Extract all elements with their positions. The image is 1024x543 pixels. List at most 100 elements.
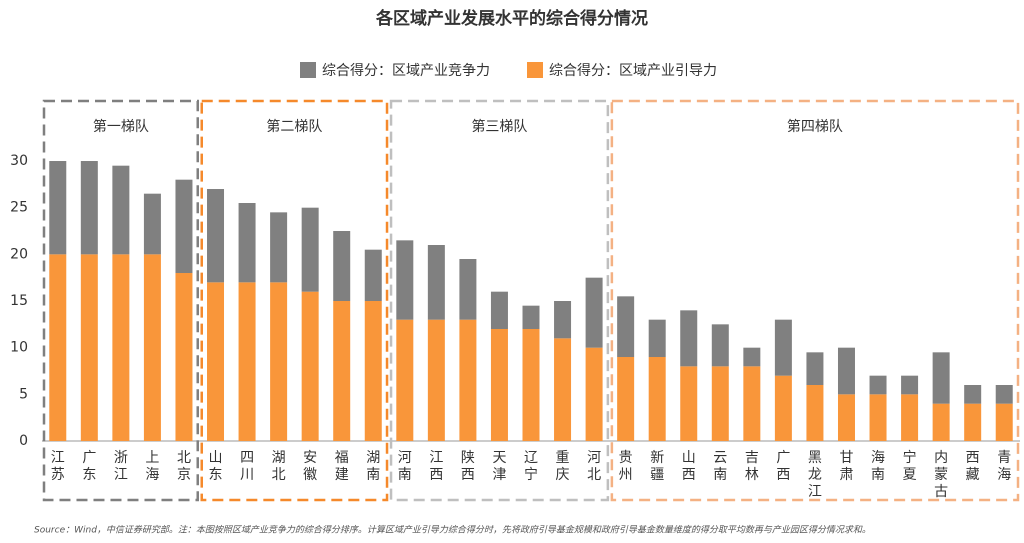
tier-box (200, 99, 389, 502)
bar-segment (80, 254, 98, 441)
bar-segment (617, 357, 635, 441)
bar-segment (175, 273, 193, 441)
x-tick-label: 甘肃 (839, 450, 853, 483)
bar-segment (995, 403, 1013, 441)
x-tick-label: 河南 (398, 450, 412, 483)
y-tick-label: 10 (10, 340, 28, 356)
bar-segment (396, 319, 414, 441)
bar-segment (490, 291, 508, 330)
bar-segment (80, 161, 98, 255)
bar-segment (774, 375, 792, 441)
x-tick-label: 江苏 (51, 450, 65, 483)
bar-segment (270, 282, 288, 441)
bar-segment (112, 165, 130, 255)
bar-segment (617, 296, 635, 358)
x-tick-label: 湖南 (366, 450, 380, 483)
x-tick-label: 湖北 (272, 450, 286, 483)
x-tick-label: 浙江 (114, 450, 128, 483)
bar-segment (112, 254, 130, 441)
bar-segment (995, 385, 1013, 404)
x-tick-label: 重庆 (556, 450, 570, 483)
x-tick-label: 广东 (82, 450, 96, 483)
bar-segment (427, 245, 445, 320)
y-tick-label: 0 (19, 433, 28, 449)
bar-segment (364, 249, 382, 302)
bar-segment (774, 319, 792, 376)
x-tick-label: 广西 (776, 450, 790, 483)
bar-segment (964, 385, 982, 404)
bar-segment (459, 259, 477, 320)
tier-label: 第三梯队 (471, 118, 527, 135)
bar-segment (901, 375, 919, 395)
y-tick-label: 5 (19, 386, 28, 402)
tier-box (42, 99, 199, 502)
bar-segment (238, 203, 256, 283)
legend-label: 综合得分：区域产业引导力 (549, 62, 717, 79)
bar-segment (333, 231, 351, 302)
x-tick-label: 新疆 (650, 450, 664, 483)
bar-segment (585, 277, 603, 348)
x-tick-label: 江西 (429, 450, 443, 483)
bar-segment (743, 366, 761, 441)
x-tick-label: 宁夏 (903, 449, 917, 483)
bar-segment (648, 357, 666, 441)
bar-segment (806, 385, 824, 441)
bar-segment (554, 301, 572, 339)
bar-segment (364, 301, 382, 441)
bar-segment (806, 352, 824, 386)
bar-segment (585, 347, 603, 441)
x-tick-label: 西藏 (966, 450, 980, 483)
bar-segment (680, 310, 698, 367)
x-tick-label: 云南 (713, 450, 727, 483)
bar-segment (175, 179, 193, 274)
bar-segment (427, 319, 445, 441)
y-tick-label: 15 (10, 293, 28, 309)
x-tick-label: 安徽 (303, 450, 317, 483)
x-tick-label: 天津 (492, 450, 506, 483)
bar-segment (207, 282, 225, 441)
bar-segment (554, 338, 572, 441)
x-tick-label: 辽宁 (524, 450, 538, 483)
bar-segment (869, 375, 887, 395)
bar-segment (459, 319, 477, 441)
bar-segment (270, 212, 288, 283)
bar-segment (711, 366, 729, 441)
bar-segment (932, 403, 950, 441)
y-tick-label: 20 (10, 246, 28, 262)
bar-segment (711, 324, 729, 367)
x-tick-label: 吉林 (745, 450, 759, 483)
x-tick-label: 贵州 (619, 450, 633, 483)
source-note: Source：Wind，中信证券研究部。注：本图按照区域产业竞争力的综合得分排序… (34, 525, 871, 536)
y-tick-label: 30 (10, 153, 28, 169)
tier-box (389, 99, 610, 502)
bar-segment (207, 189, 225, 283)
legend-swatch (527, 62, 543, 78)
bar-segment (869, 394, 887, 441)
x-tick-label: 河北 (587, 450, 601, 483)
bar-segment (901, 394, 919, 441)
bar-segment (837, 394, 855, 441)
bar-segment (648, 319, 666, 358)
bar-segment (396, 240, 414, 320)
tier-label: 第四梯队 (787, 118, 843, 135)
x-tick-label: 山东 (209, 450, 223, 483)
legend-swatch (300, 62, 316, 78)
bar-segment (680, 366, 698, 441)
x-tick-label: 青海 (997, 450, 1011, 483)
x-tick-label: 陕西 (461, 450, 475, 483)
x-tick-label: 上海 (145, 450, 159, 483)
x-tick-label: 福建 (335, 450, 349, 483)
bar-segment (49, 254, 67, 441)
x-tick-label: 四川 (240, 450, 254, 483)
bar-segment (301, 291, 319, 441)
tier-label: 第二梯队 (266, 118, 322, 135)
bar-segment (143, 254, 161, 441)
x-tick-label: 黑龙江 (808, 450, 822, 500)
bar-segment (743, 347, 761, 367)
bar-segment (837, 347, 855, 395)
x-tick-label: 山西 (682, 450, 696, 483)
bar-segment (522, 329, 540, 441)
bar-segment (932, 352, 950, 404)
x-tick-label: 海南 (871, 450, 885, 483)
